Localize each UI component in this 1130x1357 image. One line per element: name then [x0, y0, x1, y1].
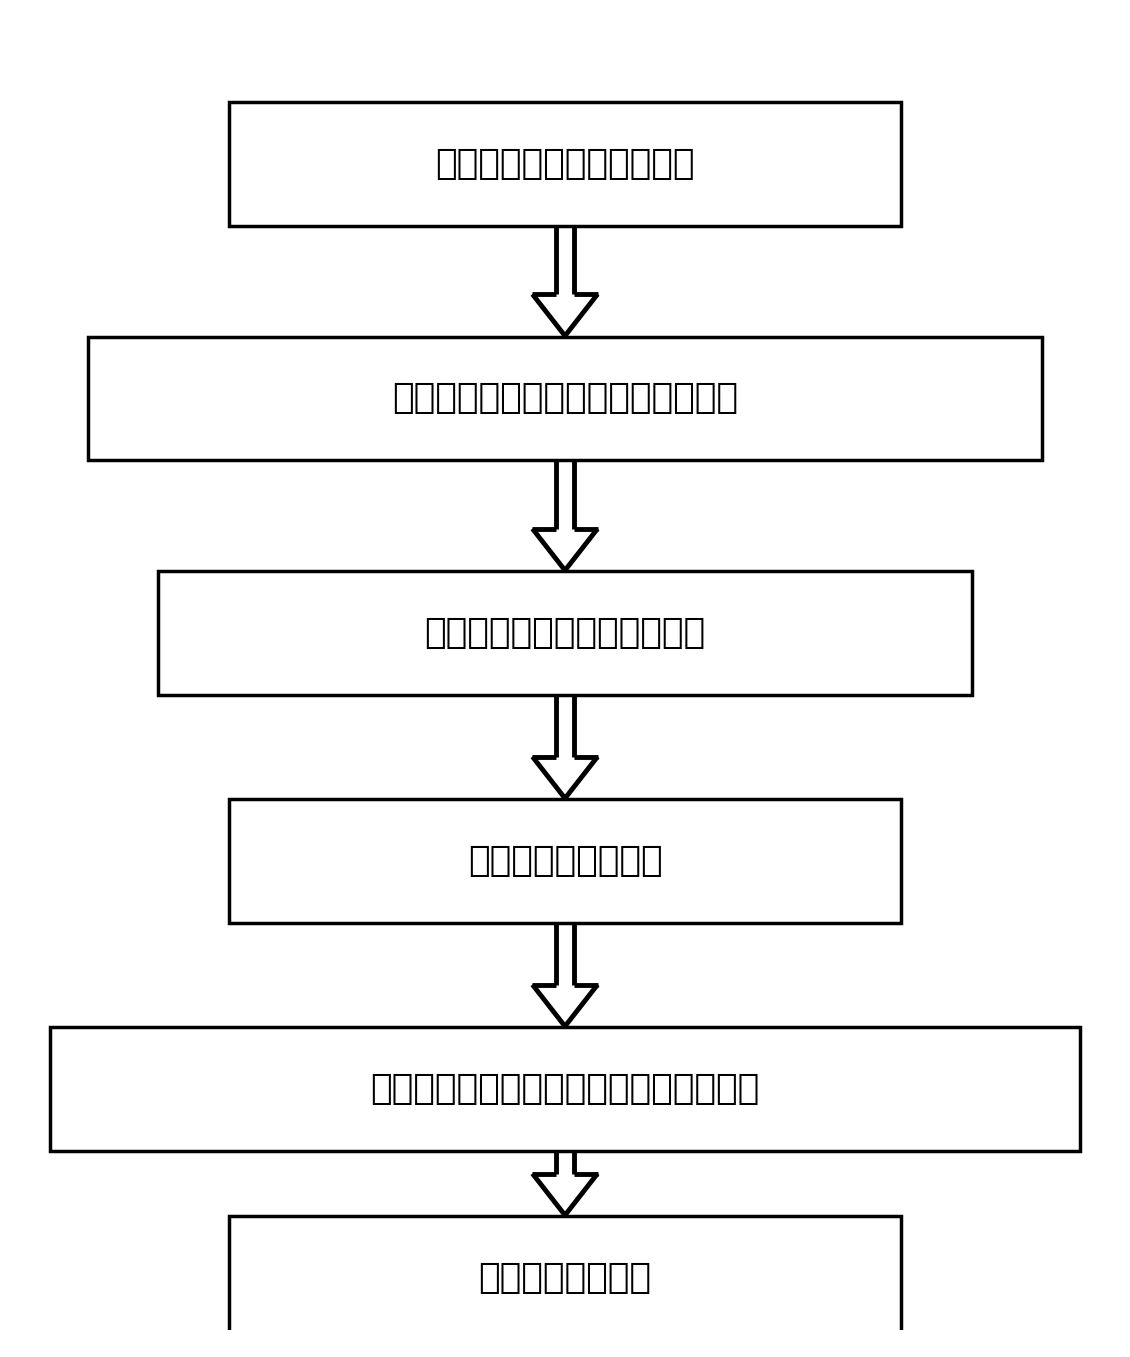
Text: 将集料试样放置于密闭真空室: 将集料试样放置于密闭真空室 — [425, 616, 705, 650]
Bar — [88, 337, 1042, 460]
Bar — [158, 571, 972, 695]
Bar — [228, 1216, 902, 1339]
Text: 测量集料的探针蒸汽吸附量、扩散压力等: 测量集料的探针蒸汽吸附量、扩散压力等 — [371, 1072, 759, 1106]
Bar — [50, 1027, 1080, 1151]
Text: 将处理后的集料试样放入测试装置中: 将处理后的集料试样放入测试装置中 — [392, 381, 738, 415]
Bar — [228, 799, 902, 923]
Text: 计算集料的表面能: 计算集料的表面能 — [478, 1261, 652, 1295]
Bar — [228, 102, 902, 225]
Text: 通入选定的探针蒸汽: 通入选定的探针蒸汽 — [468, 844, 662, 878]
Text: 对集料进行洗涤干燥等处理: 对集料进行洗涤干燥等处理 — [435, 147, 695, 180]
